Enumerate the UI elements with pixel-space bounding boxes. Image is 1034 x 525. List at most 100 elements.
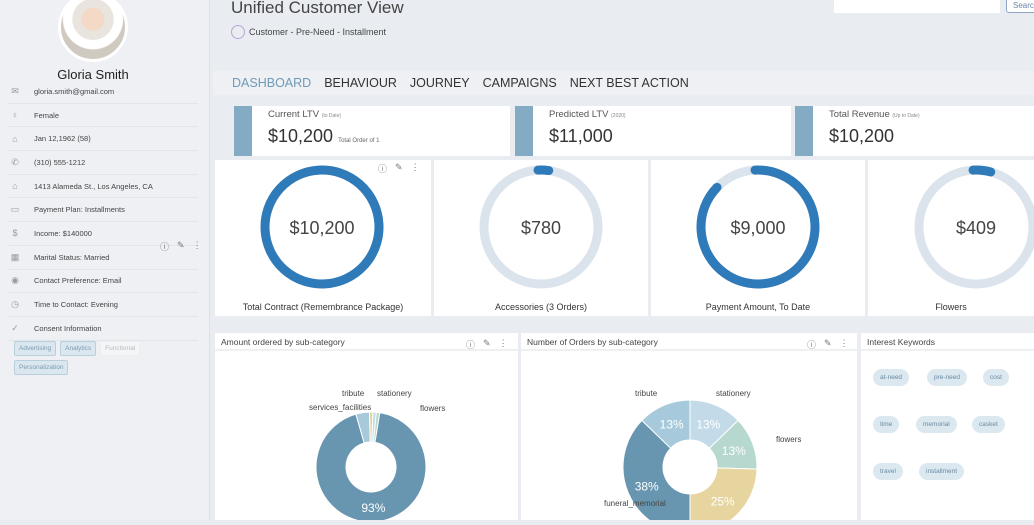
orders-pie-chart: 13%stationery13%flowers25%cemetary_svc38… — [604, 389, 801, 525]
gauge-chart: $409 — [914, 165, 1034, 289]
keyword-chip[interactable]: travel — [873, 463, 903, 480]
profile-row-text: gloria.smith@gmail.com — [34, 86, 115, 96]
customer-profile-sidebar: Gloria Smith ✉ gloria.smith@gmail.com ♀ Fem… — [0, 0, 210, 520]
tab-journey[interactable]: JOURNEY — [409, 76, 470, 90]
home-icon: ⌂ — [12, 181, 18, 192]
profile-row: ▦ Marital Status: Married — [8, 246, 198, 270]
gauge-value: $9,000 — [730, 218, 785, 238]
kpi-label: Total Revenue (Up to Date) — [829, 109, 920, 120]
edit-icon[interactable]: ✎ — [177, 240, 185, 250]
tab-behaviour[interactable]: BEHAVIOUR — [324, 76, 397, 90]
kpi-accent-bar — [515, 106, 533, 156]
kpi-value: $10,200 — [829, 126, 894, 147]
gauge-fill — [479, 165, 603, 289]
info-icon[interactable]: ⓘ — [807, 340, 817, 350]
slice-percent-label: 13% — [696, 418, 720, 432]
slice-name-label: flowers — [420, 404, 445, 413]
consent-chip[interactable]: Advertising — [14, 341, 57, 356]
kpi-accent-bar — [795, 106, 813, 156]
consent-chip[interactable]: Personalization — [14, 360, 69, 375]
slice-percent-label: 13% — [660, 418, 684, 432]
slice-percent-label: 13% — [722, 444, 746, 458]
slice-name-label: funeral_memorial — [604, 499, 666, 508]
pie-slice-tribute[interactable] — [641, 399, 691, 449]
profile-row: ◉ Contact Preference: Email — [8, 270, 198, 294]
more-icon[interactable]: ⋮ — [498, 338, 508, 348]
keyword-chip[interactable]: casket — [972, 416, 1005, 433]
more-icon[interactable]: ⋮ — [839, 338, 849, 348]
search-button[interactable]: Search — [1006, 0, 1034, 13]
tab-next-best-action[interactable]: NEXT BEST ACTION — [569, 76, 689, 90]
target-icon: ◉ — [11, 275, 19, 286]
gauge-fill — [260, 165, 384, 289]
search-input[interactable] — [834, 0, 1000, 13]
keyword-chip[interactable]: at-need — [873, 369, 910, 386]
keyword-chip[interactable]: cost — [983, 369, 1009, 386]
panel-title: Number of Orders by sub-category — [527, 337, 658, 347]
kpi-card: Predicted LTV (2020) $11,000 — [515, 106, 791, 156]
consent-chip[interactable]: Analytics — [60, 341, 97, 356]
gauge-card: $409 Flowers — [868, 160, 1034, 316]
info-icon[interactable]: ⓘ — [466, 340, 476, 350]
tab-campaigns[interactable]: CAMPAIGNS — [482, 76, 557, 90]
more-icon[interactable]: ⋮ — [192, 240, 202, 250]
envelope-icon: ✉ — [11, 85, 19, 96]
phone-icon: ✆ — [11, 156, 19, 167]
pie-slice-cemetary_svc[interactable] — [689, 467, 758, 525]
kpi-qualifier: (to Date) — [321, 113, 342, 119]
profile-row: ▭ Payment Plan: Installments — [8, 198, 198, 223]
more-icon[interactable]: ⋮ — [410, 162, 420, 172]
profile-row-text: Jan 12,1962 (58) — [34, 134, 91, 144]
keyword-chip[interactable]: time — [873, 416, 900, 433]
profile-row-text: Time to Contact: Evening — [34, 300, 118, 310]
profile-row: ✓ Consent Information — [8, 317, 198, 341]
slice-name-label: tribute — [342, 389, 365, 398]
kpi-label-text: Total Revenue — [829, 109, 890, 120]
edit-icon[interactable]: ✎ — [395, 162, 403, 172]
profile-row: ♀ Female — [8, 104, 198, 128]
slice-percent-label: 93% — [361, 501, 385, 515]
slice-name-label: stationery — [377, 389, 412, 398]
gauge-card: $9,000 Payment Amount, To Date — [651, 160, 865, 316]
gauge-value: $10,200 — [289, 218, 354, 238]
kpi-value-text: $11,000 — [549, 126, 613, 146]
profile-row-text: 1413 Alameda St., Los Angeles, CA — [34, 181, 153, 191]
panel-title: Interest Keywords — [867, 337, 936, 347]
keyword-chip[interactable]: pre-need — [927, 369, 968, 386]
profile-row: ◷ Time to Contact: Evening — [8, 293, 198, 317]
gauge-value: $780 — [521, 218, 561, 238]
gauge-fill — [914, 165, 1034, 289]
pie-slice-remembrance_pkg[interactable] — [315, 412, 427, 523]
check-circle-icon: ✓ — [11, 322, 19, 333]
cake-icon: ⌂ — [12, 133, 18, 144]
profile-row-text: Consent Information — [34, 323, 102, 333]
keyword-chip[interactable]: installment — [919, 463, 965, 480]
gauge-value: $409 — [956, 218, 996, 238]
customer-name: Gloria Smith — [57, 67, 129, 82]
card-icon: ▭ — [10, 204, 20, 215]
kpi-label-text: Current LTV — [268, 109, 320, 120]
profile-row: ✉ gloria.smith@gmail.com — [8, 80, 198, 104]
tab-bar: DASHBOARD BEHAVIOUR JOURNEY CAMPAIGNS NEXT B… — [213, 71, 1034, 95]
profile-row-text: Contact Preference: Email — [34, 276, 122, 286]
profile-row-text: Payment Plan: Installments — [34, 205, 125, 215]
slice-name-label: flowers — [776, 435, 801, 444]
badge-icon — [231, 25, 245, 39]
info-icon[interactable]: ⓘ — [160, 242, 170, 252]
slice-name-label: services_facilities — [309, 403, 371, 412]
keyword-chip[interactable]: memorial — [916, 416, 957, 433]
gauge-caption: Accessories (3 Orders) — [494, 302, 588, 312]
kpi-value-text: $10,200 — [829, 126, 895, 146]
edit-icon[interactable]: ✎ — [824, 338, 832, 348]
profile-row-text: Female — [34, 110, 60, 120]
kpi-qualifier: (2020) — [611, 113, 626, 119]
kpi-accent-bar — [234, 106, 252, 156]
kpi-value-text: $10,200 — [268, 126, 334, 146]
tab-dashboard[interactable]: DASHBOARD — [232, 76, 312, 90]
kpi-label: Predicted LTV (2020) — [549, 109, 626, 120]
edit-icon[interactable]: ✎ — [483, 338, 491, 348]
kpi-card: Current LTV (to Date) $10,200 Total Order… — [234, 106, 510, 156]
clock-icon: ◷ — [11, 299, 19, 310]
consent-chip[interactable]: Functional — [100, 341, 141, 356]
info-icon[interactable]: ⓘ — [378, 164, 388, 174]
